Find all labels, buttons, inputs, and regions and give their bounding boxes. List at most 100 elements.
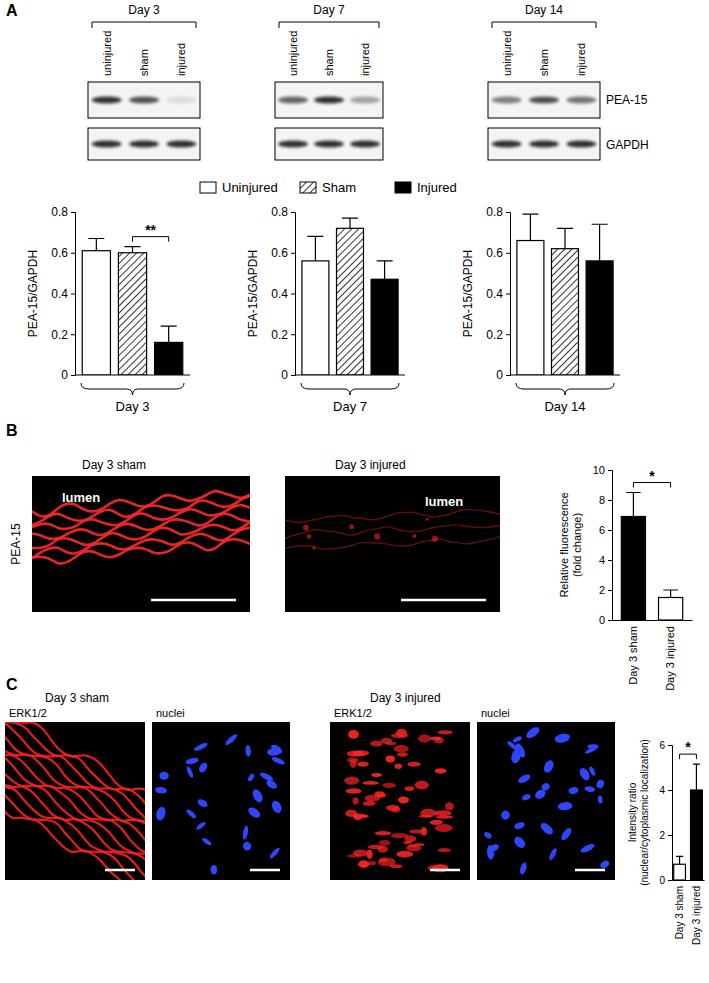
y-tick-label: 0.2 (486, 328, 503, 342)
image-bg (32, 476, 250, 612)
image-bg (285, 476, 500, 612)
category-label: Day 3 injured (691, 886, 702, 945)
tissue-speck (374, 533, 380, 539)
tissue-signal (5, 799, 145, 880)
y-tick-label: 0 (599, 614, 605, 626)
scale-bar (430, 869, 460, 872)
tissue-signal (391, 733, 408, 738)
y-tick: 6 (659, 740, 672, 751)
lumen-label: lumen (62, 490, 100, 505)
y-tick-mark (608, 530, 612, 531)
nucleus (155, 806, 167, 822)
category-label: Day 3 sham (627, 626, 639, 685)
tissue-signal (386, 805, 400, 811)
tissue-signal (5, 788, 145, 880)
x-axis-line (613, 620, 693, 621)
y-tick-mark (506, 375, 510, 376)
nucleus (514, 742, 527, 759)
y-tick-mark (71, 334, 75, 335)
y-axis-title: Intensity ratio (627, 782, 638, 842)
category-label: Day 3 sham (674, 886, 685, 939)
x-axis-line (673, 880, 705, 881)
tissue-signal (32, 528, 250, 559)
image (285, 476, 500, 612)
tissue-signal (438, 730, 453, 734)
lane-label: sham (538, 49, 550, 76)
error-bar (161, 326, 177, 342)
blot-frame (88, 82, 200, 118)
nucleus (524, 725, 541, 740)
blot-band (492, 97, 522, 104)
lane-label: uninjured (501, 31, 513, 76)
blot-band (129, 141, 159, 148)
nucleus (580, 842, 596, 854)
y-tick-mark (71, 212, 75, 213)
y-tick-label: 2 (599, 584, 605, 596)
image (32, 476, 250, 612)
blot-band (92, 141, 122, 148)
x-axis-line (510, 375, 620, 376)
y-tick: 0 (61, 368, 75, 382)
tissue-speck (426, 518, 429, 521)
nucleus (584, 786, 595, 793)
blot-band (278, 97, 308, 104)
y-tick-mark (291, 334, 295, 335)
blot-band (166, 97, 196, 104)
tissue-signal (346, 788, 362, 794)
y-tick-mark (608, 500, 612, 501)
marks (302, 218, 398, 375)
significance-label: ** (145, 222, 156, 238)
y-tick-label: 0.6 (271, 246, 288, 260)
legend-swatch (395, 182, 411, 193)
y-tick-mark (291, 375, 295, 376)
scale-bar (151, 599, 236, 602)
channel-label: nuclei (481, 707, 510, 719)
tissue-signal (406, 845, 421, 851)
tissue-signal (347, 758, 359, 763)
nucleus (242, 825, 249, 840)
marks (621, 493, 682, 621)
y-tick: 4 (599, 554, 612, 566)
y-tick-mark (608, 560, 612, 561)
y-tick-mark (291, 212, 295, 213)
y-tick: 0 (496, 368, 510, 382)
error-bar (307, 236, 323, 260)
y-axis-title: (fold change) (571, 513, 583, 577)
tissue-signal (379, 840, 391, 846)
y-tick: 0.2 (271, 328, 295, 342)
tissue-signal (396, 851, 413, 858)
y-tick-mark (506, 212, 510, 213)
bar (621, 517, 645, 621)
nucleus (588, 744, 599, 749)
blot-frame (88, 128, 200, 160)
y-axis: 00.20.40.60.8 (486, 205, 510, 382)
blot-band (278, 141, 308, 148)
y-tick: 0.2 (486, 328, 510, 342)
x-axis-line (75, 375, 190, 376)
channel-label: nuclei (156, 707, 185, 719)
y-tick: 0.6 (51, 246, 75, 260)
error-bar (125, 247, 141, 253)
tissue-signal (375, 831, 391, 835)
tissue-signal (353, 797, 359, 804)
blot-bracket (279, 22, 379, 28)
y-tick: 8 (599, 494, 612, 506)
category-label: Day 3 (116, 399, 150, 414)
y-tick-mark (608, 470, 612, 471)
tissue-signal (395, 764, 402, 769)
blot-band (314, 97, 344, 104)
y-tick-mark (608, 620, 612, 621)
nucleus (500, 810, 510, 821)
bar (586, 261, 613, 375)
tissue-signal (358, 860, 369, 868)
tissue-signal (5, 786, 145, 880)
tissue-signal (418, 734, 431, 742)
image-bg (330, 722, 470, 880)
blot-frame (275, 128, 383, 160)
lane-label: uninjured (287, 31, 299, 76)
nucleus (193, 741, 209, 752)
nucleus (483, 831, 493, 840)
nucleus (513, 821, 525, 830)
image-title: Day 3 sham (82, 458, 146, 472)
x-axis: Day 3 sham Day 3 injured (673, 880, 705, 945)
